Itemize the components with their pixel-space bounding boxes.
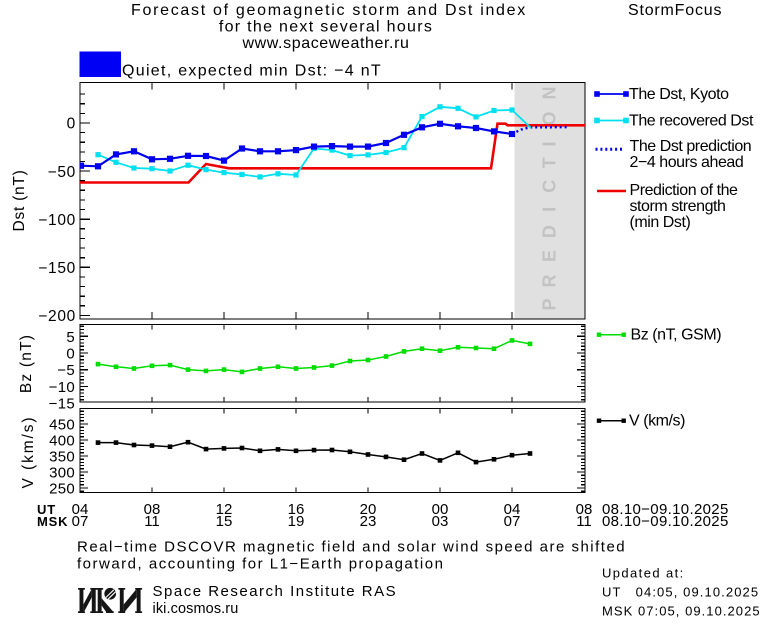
svg-text:N: N bbox=[540, 87, 560, 100]
svg-text:The recovered Dst: The recovered Dst bbox=[629, 112, 754, 129]
svg-text:www.spaceweather.ru: www.spaceweather.ru bbox=[241, 35, 409, 52]
svg-text:C: C bbox=[540, 180, 560, 193]
svg-text:I: I bbox=[540, 207, 560, 212]
svg-text:08: 08 bbox=[576, 501, 593, 518]
svg-text:19: 19 bbox=[288, 513, 305, 530]
svg-text:16: 16 bbox=[288, 501, 305, 518]
svg-text:V (km/s): V (km/s) bbox=[629, 413, 685, 430]
svg-text:07: 07 bbox=[72, 513, 89, 530]
svg-text:−5: −5 bbox=[57, 362, 75, 379]
svg-text:−10: −10 bbox=[49, 379, 75, 396]
svg-text:Bz (nT): Bz (nT) bbox=[18, 334, 35, 393]
svg-text:5: 5 bbox=[66, 329, 75, 346]
svg-text:E: E bbox=[540, 250, 560, 262]
svg-text:I: I bbox=[540, 141, 560, 146]
svg-text:04: 04 bbox=[504, 501, 521, 518]
svg-text:P: P bbox=[540, 298, 560, 310]
svg-text:20: 20 bbox=[360, 501, 377, 518]
svg-text:450: 450 bbox=[49, 417, 75, 434]
svg-text:forward, accounting for L1−Ear: forward, accounting for L1−Earth propaga… bbox=[77, 556, 444, 573]
svg-text:−200: −200 bbox=[38, 308, 76, 325]
svg-text:250: 250 bbox=[49, 481, 75, 498]
svg-text:03: 03 bbox=[432, 513, 449, 530]
svg-text:for the next several hours: for the next several hours bbox=[219, 19, 433, 36]
svg-text:11: 11 bbox=[576, 513, 592, 530]
svg-text:O: O bbox=[540, 112, 560, 126]
svg-text:UT 04:05, 09.10.2025: UT 04:05, 09.10.2025 bbox=[602, 585, 759, 600]
svg-text:Bz (nT, GSM): Bz (nT, GSM) bbox=[631, 327, 722, 344]
svg-text:Forecast of geomagnetic storm: Forecast of geomagnetic storm and Dst in… bbox=[131, 2, 527, 19]
svg-text:Prediction of the: Prediction of the bbox=[630, 182, 739, 199]
svg-text:08.10−09.10.2025: 08.10−09.10.2025 bbox=[602, 501, 729, 518]
svg-text:400: 400 bbox=[49, 433, 75, 450]
svg-text:Space Research Institute RAS: Space Research Institute RAS bbox=[153, 583, 398, 600]
svg-text:23: 23 bbox=[360, 513, 377, 530]
svg-text:D: D bbox=[540, 225, 560, 238]
svg-text:−15: −15 bbox=[49, 396, 75, 413]
svg-text:−50: −50 bbox=[48, 164, 76, 181]
svg-text:UT: UT bbox=[37, 502, 56, 517]
svg-text:04: 04 bbox=[72, 501, 89, 518]
svg-text:07: 07 bbox=[504, 513, 521, 530]
svg-text:Dst (nT): Dst (nT) bbox=[11, 170, 28, 232]
svg-text:0: 0 bbox=[67, 116, 76, 133]
svg-text:Real−time DSCOVR magnetic fiel: Real−time DSCOVR magnetic field and sola… bbox=[77, 539, 626, 556]
svg-text:The Dst prediction: The Dst prediction bbox=[630, 138, 752, 155]
svg-text:300: 300 bbox=[49, 465, 75, 482]
svg-text:00: 00 bbox=[432, 501, 449, 518]
svg-text:350: 350 bbox=[49, 449, 75, 466]
svg-text:2−4 hours ahead: 2−4 hours ahead bbox=[630, 154, 744, 171]
svg-text:08.10−09.10.2025: 08.10−09.10.2025 bbox=[602, 513, 729, 530]
svg-text:12: 12 bbox=[216, 501, 233, 518]
svg-text:R: R bbox=[540, 275, 560, 288]
svg-text:storm strength: storm strength bbox=[630, 198, 726, 215]
svg-text:T: T bbox=[540, 157, 560, 168]
svg-text:−150: −150 bbox=[38, 260, 76, 277]
svg-text:Updated at:: Updated at: bbox=[602, 566, 685, 581]
svg-text:V (km/s): V (km/s) bbox=[20, 416, 37, 489]
svg-text:08: 08 bbox=[144, 501, 161, 518]
svg-text:−100: −100 bbox=[38, 212, 76, 229]
svg-text:0: 0 bbox=[66, 346, 75, 363]
svg-text:(min Dst): (min Dst) bbox=[630, 214, 691, 231]
svg-text:15: 15 bbox=[216, 513, 233, 530]
svg-text:StormFocus: StormFocus bbox=[628, 2, 722, 19]
svg-text:MSK 07:05, 09.10.2025: MSK 07:05, 09.10.2025 bbox=[602, 604, 760, 619]
svg-text:Quiet, expected min Dst: −4 nT: Quiet, expected min Dst: −4 nT bbox=[122, 63, 382, 80]
svg-text:The Dst, Kyoto: The Dst, Kyoto bbox=[629, 86, 729, 103]
svg-text:iki.cosmos.ru: iki.cosmos.ru bbox=[153, 601, 239, 617]
svg-text:MSK: MSK bbox=[37, 514, 68, 529]
svg-text:11: 11 bbox=[144, 513, 160, 530]
